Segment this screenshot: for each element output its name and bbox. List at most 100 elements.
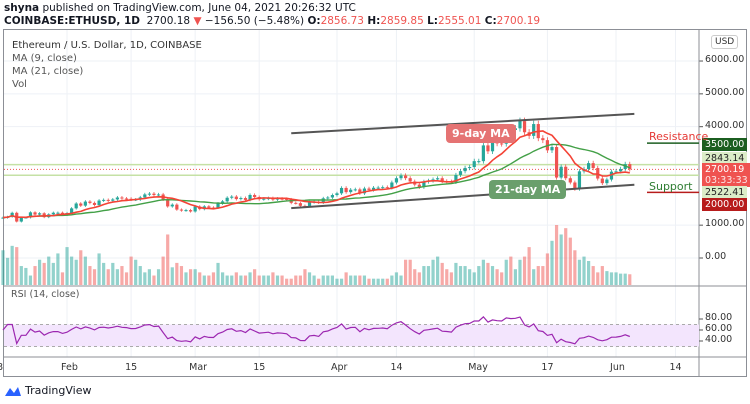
support-price-label: 2000.00 <box>702 198 748 211</box>
candle-body <box>275 198 280 200</box>
volume-bar <box>289 278 293 285</box>
published-text: published on TradingView.com, June 04, 2… <box>42 2 356 14</box>
volume-bar <box>115 269 119 285</box>
rsi-legend[interactable]: RSI (14, close) <box>11 289 80 300</box>
candle-body <box>19 217 23 222</box>
x-tick-label: 15 <box>125 362 138 373</box>
volume-bar <box>188 269 193 285</box>
volume-bar <box>307 272 312 285</box>
price-tick-label: 4000.00 <box>705 119 745 131</box>
volume-bar <box>504 259 508 285</box>
x-tick-label: Feb <box>61 362 78 373</box>
candle-body <box>344 187 348 193</box>
volume-bar <box>472 272 476 285</box>
volume-bar <box>358 275 362 285</box>
candle-body <box>454 174 458 183</box>
candle-body <box>596 168 600 179</box>
resistance-annotation: Resistance <box>649 130 709 143</box>
volume-bar <box>326 275 330 285</box>
volume-bar <box>458 266 463 285</box>
volume-bar <box>152 275 156 285</box>
volume-bar <box>623 273 627 285</box>
candle-body <box>577 171 582 190</box>
last-price: 2700.18 <box>146 15 191 27</box>
volume-bar <box>275 275 280 285</box>
volume-bar <box>262 275 266 285</box>
volume-bar <box>10 245 14 285</box>
candle-body <box>298 203 302 206</box>
volume-bar <box>536 266 540 285</box>
candle-body <box>170 204 174 207</box>
candle-body <box>436 178 440 180</box>
volume-bar <box>605 271 609 285</box>
low-value: 2555.01 <box>437 15 482 27</box>
volume-bar <box>468 269 472 285</box>
candle-body <box>285 198 289 200</box>
volume-bar <box>239 275 243 285</box>
volume-bar <box>486 262 490 285</box>
candle-body <box>417 184 421 188</box>
currency-button[interactable]: USD <box>711 35 739 49</box>
volume-bar <box>60 272 65 285</box>
legend-vol[interactable]: Vol <box>12 79 27 90</box>
candle-body <box>188 210 193 212</box>
publisher-name[interactable]: shyna <box>4 2 40 14</box>
volume-bar <box>303 269 307 285</box>
candle-body <box>591 163 595 169</box>
rsi-line <box>2 316 631 346</box>
legend-ma21[interactable]: MA (21, close) <box>12 66 84 77</box>
volume-bar <box>134 259 138 285</box>
high-label: H: <box>367 15 381 27</box>
rsi-tick-label: 80.00 <box>705 312 733 323</box>
candle-body <box>207 206 211 208</box>
volume-bar <box>436 256 440 285</box>
volume-bar <box>596 272 600 285</box>
volume-bar <box>243 275 248 285</box>
candle-body <box>564 166 568 179</box>
candle-body <box>472 161 476 168</box>
candle-body <box>376 187 380 189</box>
tradingview-logo[interactable]: TradingView <box>4 384 91 397</box>
ma9-callout: 9-day MA <box>446 124 516 143</box>
candle-body <box>518 121 522 129</box>
candle-body <box>353 189 357 191</box>
candle-body <box>280 198 284 200</box>
price-tick-label: 1000.00 <box>705 218 745 230</box>
candle-body <box>381 187 385 189</box>
candle-body <box>70 208 74 214</box>
candle-body <box>559 166 563 178</box>
legend-ma9[interactable]: MA (9, close) <box>12 53 77 64</box>
volume-bar <box>312 275 316 285</box>
volume-bar <box>28 275 33 285</box>
x-tick-label: 8 <box>0 362 4 373</box>
candle-body <box>490 142 495 152</box>
volume-bar <box>440 262 444 285</box>
candle-body <box>587 163 591 170</box>
volume-bar <box>371 278 376 285</box>
price-tick-label: 6000.00 <box>705 54 745 66</box>
volume-bar <box>88 266 92 285</box>
candle-body <box>458 171 463 175</box>
upper-line-price-label: 2843.14 <box>702 152 748 165</box>
candle-body <box>568 178 572 183</box>
candle-body <box>92 202 97 206</box>
rsi-tick-label: 60.00 <box>705 323 733 334</box>
candle-body <box>239 198 243 200</box>
volume-bar <box>577 259 582 285</box>
volume-bar <box>573 250 577 285</box>
candle-body <box>225 197 229 202</box>
tradingview-logo-icon <box>5 386 21 396</box>
upper-channel-trendline <box>291 112 635 135</box>
volume-bar <box>426 266 431 285</box>
volume-bar <box>339 278 344 285</box>
ma21-line <box>2 143 631 219</box>
volume-bar <box>230 275 234 285</box>
volume-bar <box>175 262 179 285</box>
volume-bar <box>211 272 216 285</box>
volume-bar <box>221 272 225 285</box>
volume-bar <box>408 259 412 285</box>
last-price-value: 2700.19 <box>705 164 745 175</box>
volume-bar <box>362 275 367 285</box>
candle-body <box>83 201 87 206</box>
